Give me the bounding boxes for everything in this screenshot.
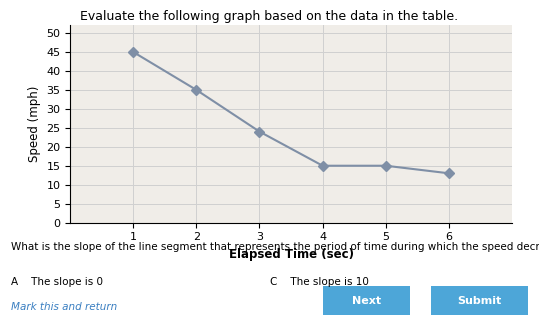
Y-axis label: Speed (mph): Speed (mph) xyxy=(27,86,40,162)
Text: Mark this and return: Mark this and return xyxy=(11,302,117,312)
X-axis label: Elapsed Time (sec): Elapsed Time (sec) xyxy=(229,248,354,261)
Text: What is the slope of the line segment that represents the period of time during : What is the slope of the line segment th… xyxy=(11,242,539,252)
Text: Evaluate the following graph based on the data in the table.: Evaluate the following graph based on th… xyxy=(80,10,459,23)
Text: Next: Next xyxy=(352,295,381,306)
Text: Submit: Submit xyxy=(458,295,502,306)
Text: C    The slope is 10: C The slope is 10 xyxy=(270,277,368,287)
Text: A    The slope is 0: A The slope is 0 xyxy=(11,277,103,287)
